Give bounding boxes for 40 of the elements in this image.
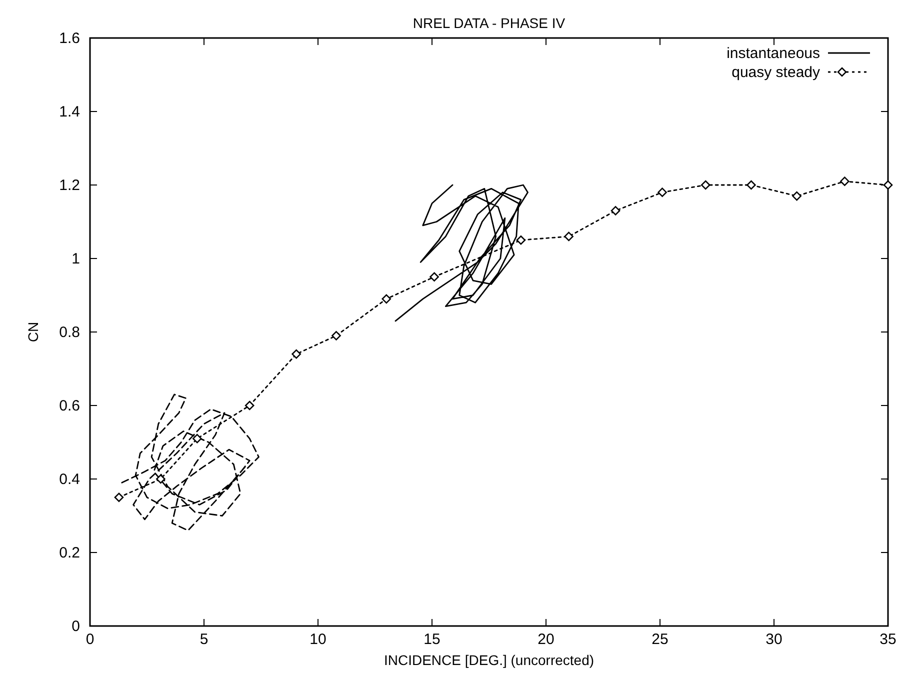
y-tick-label: 0.4 bbox=[59, 471, 80, 488]
y-tick-label: 1 bbox=[72, 250, 80, 268]
x-axis-title: INCIDENCE [DEG.] (uncorrected) bbox=[384, 652, 594, 668]
x-tick-label: 15 bbox=[424, 631, 440, 648]
x-tick-label: 20 bbox=[538, 631, 554, 648]
y-tick-label: 1.2 bbox=[59, 177, 80, 194]
y-tick-label: 0.8 bbox=[59, 324, 80, 341]
x-tick-label: 0 bbox=[86, 631, 94, 648]
point bbox=[382, 294, 392, 304]
point bbox=[700, 180, 710, 190]
y-tick-label: 1.4 bbox=[59, 104, 80, 120]
x-tick-label: 25 bbox=[652, 631, 668, 648]
point bbox=[610, 206, 620, 216]
y-tick-label: 1.6 bbox=[59, 30, 80, 47]
x-tick-label: 5 bbox=[200, 631, 208, 648]
legend-label: quasy steady bbox=[732, 64, 820, 81]
point bbox=[244, 400, 254, 410]
point bbox=[114, 492, 124, 502]
point bbox=[516, 235, 526, 245]
x-tick-label: 10 bbox=[310, 631, 326, 648]
line-series bbox=[394, 184, 528, 322]
point bbox=[332, 331, 341, 340]
x-tick-label: 30 bbox=[766, 631, 782, 648]
point bbox=[430, 272, 439, 282]
y-tick-label: 0.6 bbox=[59, 398, 80, 414]
point bbox=[840, 176, 850, 186]
y-axis-title: CN bbox=[25, 322, 41, 342]
point bbox=[883, 180, 893, 190]
point bbox=[792, 191, 802, 201]
point bbox=[156, 474, 166, 484]
point bbox=[746, 180, 756, 190]
x-tick-label: 35 bbox=[880, 631, 896, 648]
point bbox=[658, 188, 667, 197]
y-tick-label: 0 bbox=[72, 618, 80, 635]
y-tick-label: 0.2 bbox=[59, 544, 80, 562]
point bbox=[192, 434, 202, 444]
point bbox=[292, 349, 301, 359]
point bbox=[564, 232, 574, 242]
chart-title: NREL DATA - PHASE IV bbox=[412, 15, 566, 31]
legend-label: instantaneous bbox=[726, 45, 820, 62]
